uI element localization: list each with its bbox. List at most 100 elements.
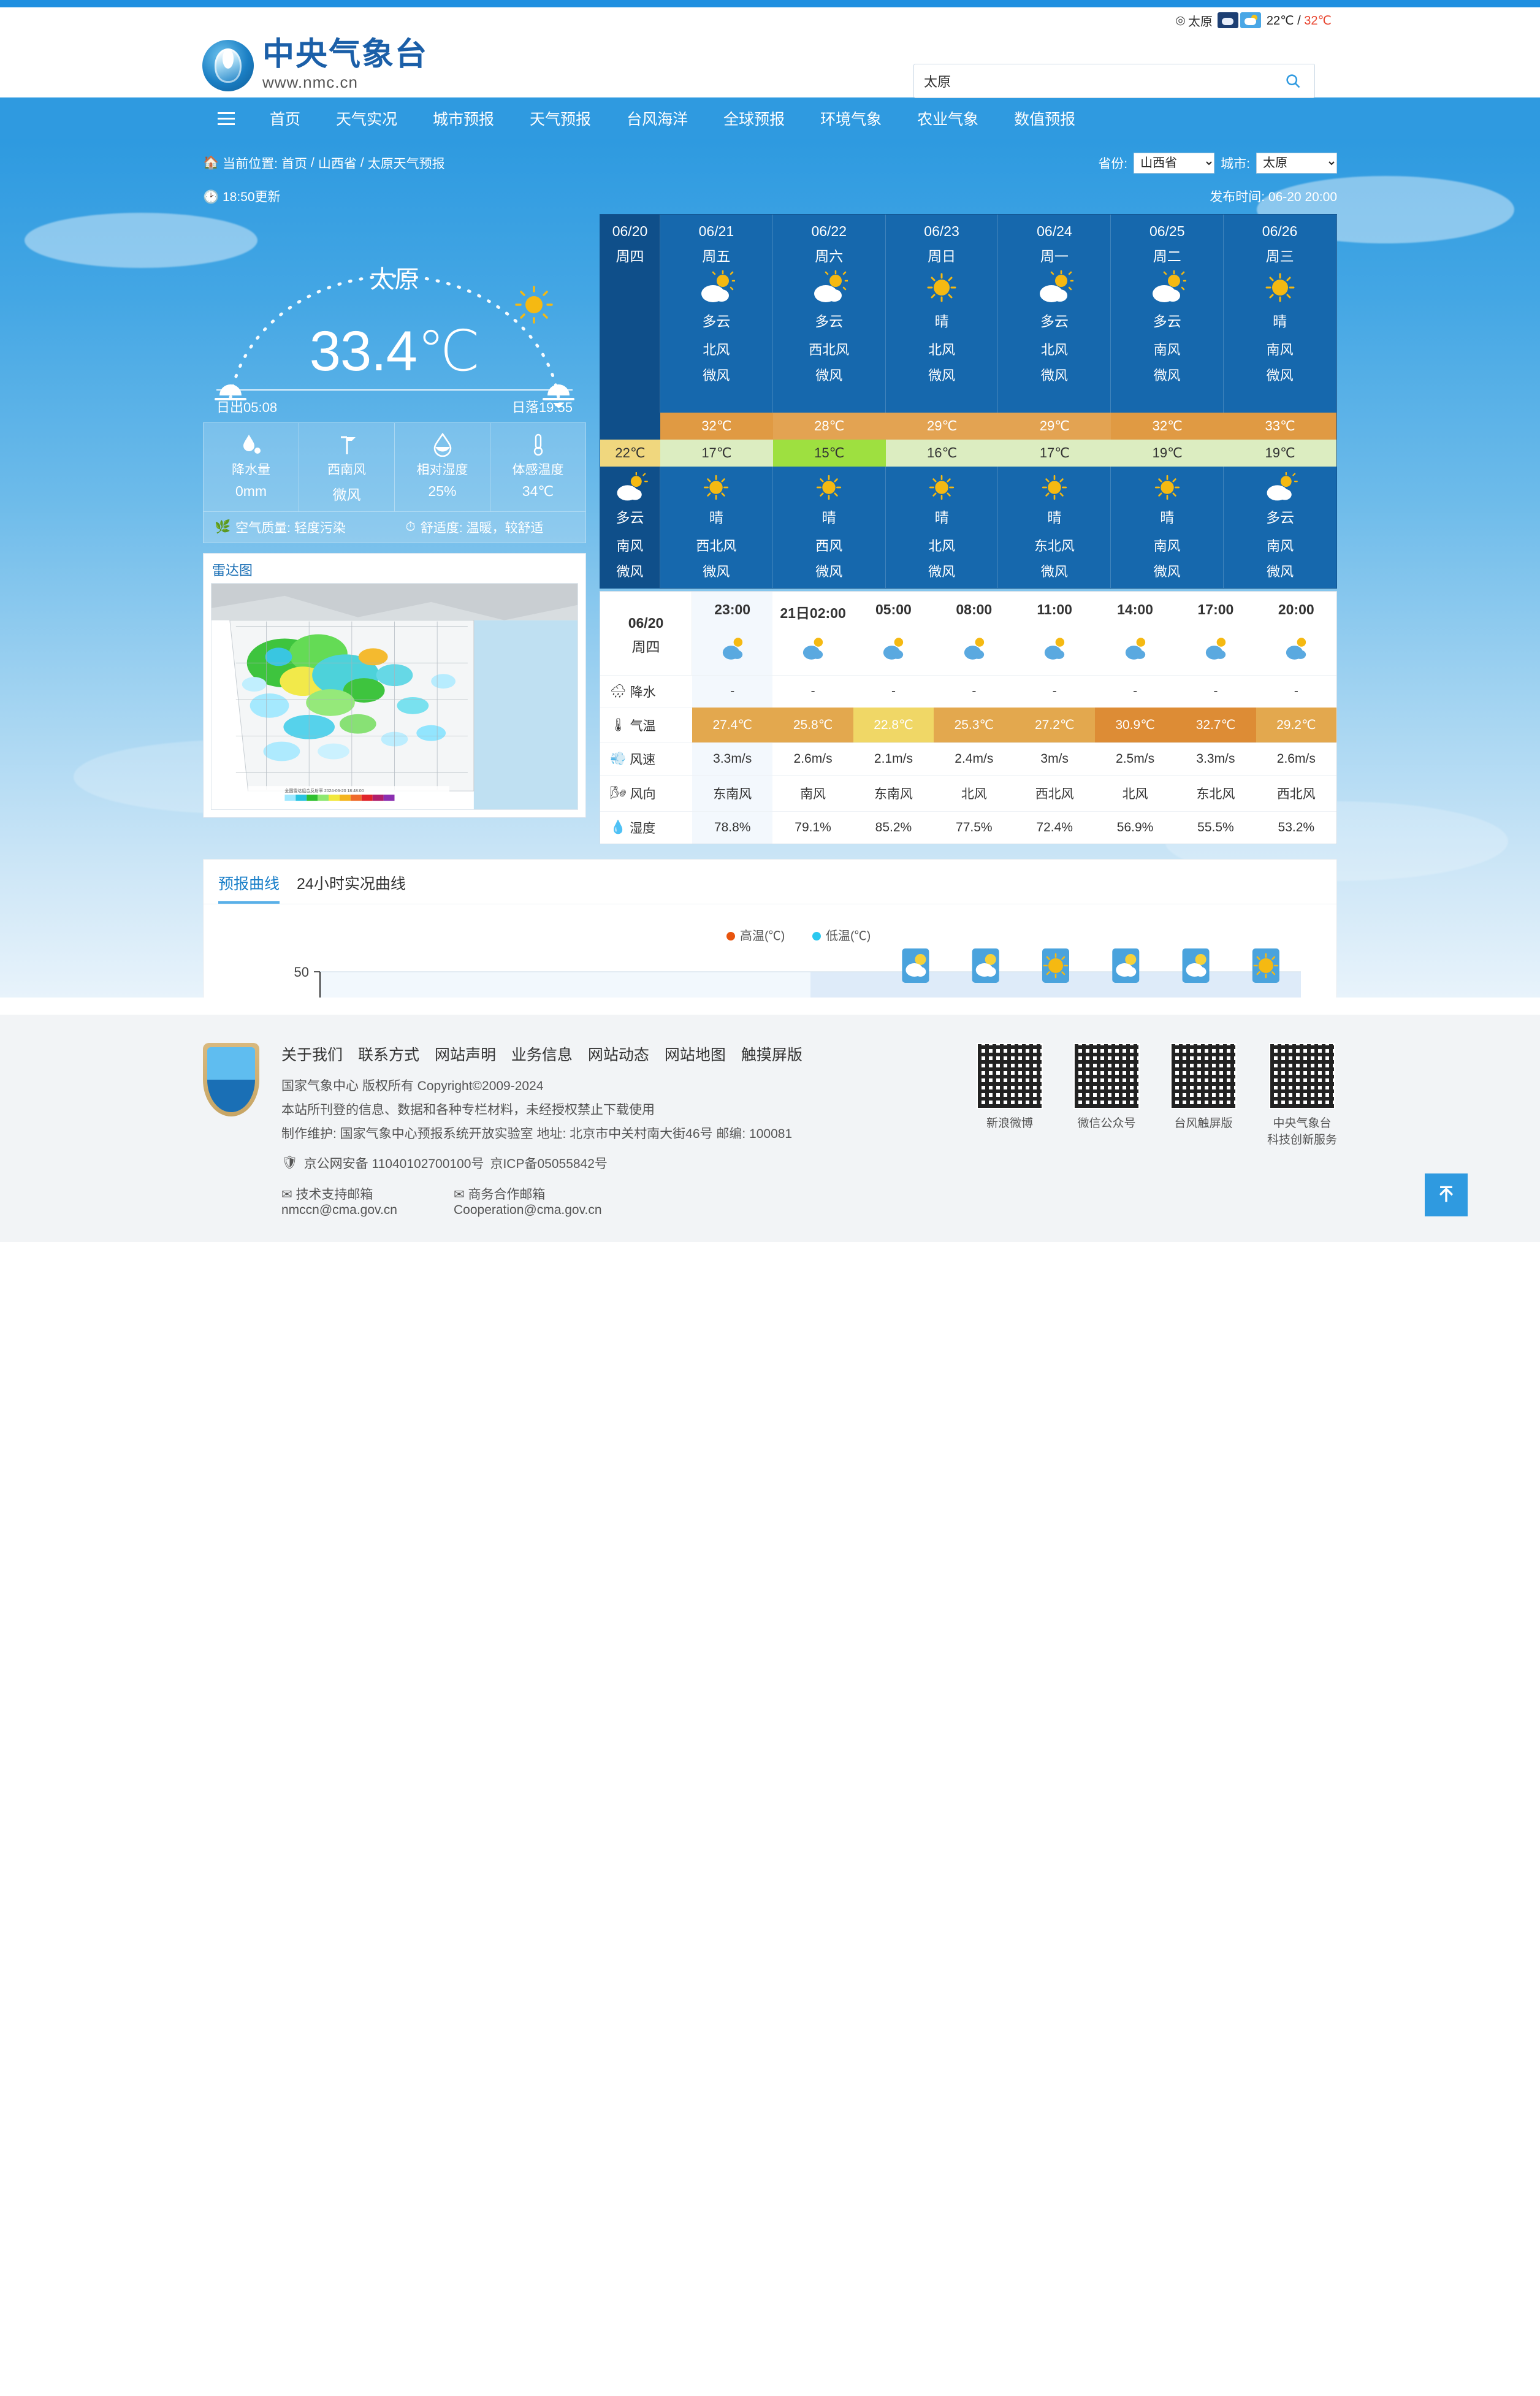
footer-links[interactable]: 关于我们 联系方式 网站声明 业务信息 网站动态 网站地图 触摸屏版	[281, 1043, 814, 1065]
sunny-icon	[660, 467, 772, 503]
forecast-week: 周一	[1040, 248, 1069, 264]
hourly-temp-label: 🌡 气温	[600, 708, 692, 742]
biz-mail-value[interactable]: Cooperation@cma.gov.cn	[454, 1202, 602, 1217]
partly-cloudy-icon	[1111, 268, 1223, 307]
hamburger-menu-icon[interactable]	[218, 112, 242, 125]
radar-map-image[interactable]: 全国雷达组合反射率 2024-06-20 18:48:00	[211, 583, 578, 810]
breadcrumb-item-0[interactable]: 首页	[281, 157, 307, 171]
forecast-high: 29℃	[885, 413, 999, 440]
gauge-icon: ⏱	[405, 520, 416, 534]
qr-label: 台风触屏版	[1174, 1117, 1233, 1130]
forecast-col-2[interactable]: 06/22 周六 多云 西北风 微风	[773, 215, 886, 413]
hourly-wind-speed: 2.6m/s	[772, 742, 853, 775]
forecast-night-wind-scale: 微风	[1040, 564, 1068, 579]
raindrop-icon	[204, 432, 299, 457]
sunny-icon	[886, 268, 998, 307]
footer-link-0[interactable]: 关于我们	[281, 1047, 343, 1064]
clock-icon: 🕑	[203, 190, 219, 204]
forecast-date: 06/23	[924, 223, 959, 239]
precip-label-text: 降水	[630, 685, 656, 700]
hourly-humidity: 85.2%	[853, 811, 934, 844]
forecast-col-3[interactable]: 06/23 周日 晴 北风 微风	[886, 215, 999, 413]
nav-item-3[interactable]: 天气预报	[530, 111, 592, 128]
forecast-col-4[interactable]: 06/24 周一 多云 北风 微风	[998, 215, 1111, 413]
metric-wind: 西南风 微风	[299, 423, 395, 511]
partly-cloudy-icon	[1256, 626, 1336, 675]
air-quality-text: 空气质量: 轻度污染	[235, 521, 346, 535]
hourly-wind-speed: 2.1m/s	[853, 742, 934, 775]
forecast-night-4[interactable]: 晴 东北风 微风	[998, 467, 1111, 588]
nav-item-6[interactable]: 环境气象	[820, 111, 882, 128]
forecast-col-today[interactable]: 06/20 周四	[600, 215, 660, 413]
logo-url: www.nmc.cn	[262, 73, 358, 91]
footer-link-4[interactable]: 网站动态	[587, 1047, 649, 1064]
hourly-precip: -	[1014, 675, 1095, 708]
forecast-night-2[interactable]: 晴 西风 微风	[773, 467, 886, 588]
forecast-night-5[interactable]: 晴 南风 微风	[1111, 467, 1224, 588]
forecast-night-3[interactable]: 晴 北风 微风	[886, 467, 999, 588]
site-logo[interactable]: 中央气象台 www.nmc.cn	[202, 39, 428, 92]
forecast-night-today[interactable]: 多云 南风 微风	[600, 467, 660, 588]
forecast-wind-dir: 南风	[1153, 342, 1181, 357]
forecast-wind-dir: 南风	[1266, 342, 1294, 357]
tab-24h-observed[interactable]: 24小时实况曲线	[297, 876, 406, 893]
qr-weibo[interactable]: 新浪微博	[976, 1043, 1043, 1218]
footer-link-2[interactable]: 网站声明	[434, 1047, 496, 1064]
forecast-date: 06/24	[1037, 223, 1072, 239]
hourly-temp: 22.8℃	[853, 708, 934, 742]
city-label: 城市:	[1221, 157, 1250, 171]
search-box[interactable]	[913, 64, 1315, 98]
forecast-week: 周六	[815, 248, 844, 264]
topbar-city[interactable]: 太原	[1187, 15, 1213, 29]
tab-forecast-curve[interactable]: 预报曲线	[218, 872, 280, 904]
forecast-night-6[interactable]: 多云 南风 微风	[1224, 467, 1336, 588]
nav-item-1[interactable]: 天气实况	[336, 111, 398, 128]
nav-item-0[interactable]: 首页	[270, 111, 301, 128]
beian-number-2[interactable]: 京ICP备05055842号	[490, 1156, 608, 1171]
back-to-top-button[interactable]	[1425, 1173, 1468, 1216]
hourly-humidity: 56.9%	[1094, 811, 1176, 844]
city-select[interactable]: 太原	[1256, 153, 1337, 174]
breadcrumb-item-2[interactable]: 太原天气预报	[367, 157, 445, 171]
nav-item-5[interactable]: 全球预报	[723, 111, 785, 128]
forecast-col-5[interactable]: 06/25 周二 多云 南风 微风	[1111, 215, 1224, 413]
qr-wechat[interactable]: 微信公众号	[1073, 1043, 1140, 1218]
search-input[interactable]	[914, 73, 1271, 89]
qr-typhoon[interactable]: 台风触屏版	[1170, 1043, 1237, 1218]
breadcrumb-item-1[interactable]: 山西省	[318, 157, 357, 171]
metric-label: 相对湿度	[416, 463, 468, 477]
forecast-week: 周四	[616, 248, 644, 264]
beian-number-1[interactable]: 京公网安备 11040102700100号	[303, 1156, 484, 1171]
wind-vane-icon: 🌬	[610, 786, 627, 800]
nav-item-4[interactable]: 台风海洋	[627, 111, 688, 128]
nav-item-7[interactable]: 农业气象	[917, 111, 979, 128]
horizon-line	[216, 389, 573, 391]
forecast-col-6[interactable]: 06/26 周三 晴 南风 微风	[1224, 215, 1336, 413]
hourly-wind-speed: 2.6m/s	[1256, 742, 1336, 775]
footer-link-5[interactable]: 网站地图	[664, 1047, 726, 1064]
main-navigation[interactable]: 首页 天气实况 城市预报 天气预报 台风海洋 全球预报 环境气象 农业气象 数值…	[0, 97, 1540, 139]
breadcrumb-sep-0: /	[311, 156, 314, 170]
anemometer-icon: 💨	[610, 752, 627, 766]
site-header: 中央气象台 www.nmc.cn	[0, 33, 1540, 98]
forecast-chart-tabs[interactable]: 预报曲线 24小时实况曲线	[204, 860, 1336, 904]
radar-card[interactable]: 雷达图	[203, 553, 586, 818]
forecast-low: 19℃	[1224, 440, 1336, 467]
qr-nmc-tech[interactable]: 中央气象台 科技创新服务	[1267, 1043, 1337, 1218]
tech-mail-value[interactable]: nmccn@cma.gov.cn	[281, 1202, 397, 1217]
hourly-precip-label: 🌧 降水	[600, 675, 692, 708]
province-select[interactable]: 山西省	[1134, 153, 1215, 174]
forecast-col-1[interactable]: 06/21 周五 多云 北风 微风	[660, 215, 773, 413]
search-icon	[1286, 74, 1300, 88]
forecast-night-1[interactable]: 晴 西北风 微风	[660, 467, 773, 588]
footer-link-6[interactable]: 触摸屏版	[741, 1047, 802, 1064]
footer-copyright: 国家气象中心 版权所有 Copyright©2009-2024	[281, 1079, 544, 1093]
police-badge-icon: 🛡	[281, 1155, 298, 1170]
footer-link-3[interactable]: 业务信息	[511, 1047, 573, 1064]
nav-item-8[interactable]: 数值预报	[1014, 111, 1076, 128]
forecast-low: 19℃	[1111, 440, 1224, 467]
search-button[interactable]	[1271, 64, 1314, 97]
footer-link-1[interactable]: 联系方式	[357, 1047, 419, 1064]
forecast-low: 22℃	[600, 440, 660, 467]
nav-item-2[interactable]: 城市预报	[433, 111, 495, 128]
